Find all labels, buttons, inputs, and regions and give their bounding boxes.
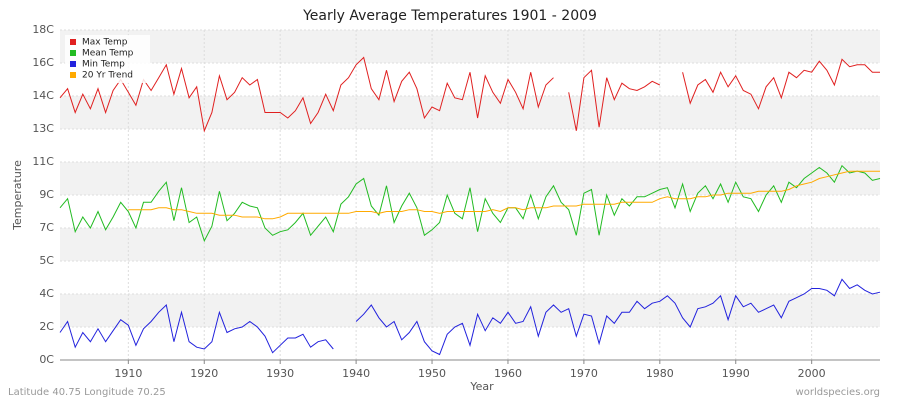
- y-tick-label: 13C: [32, 122, 54, 135]
- series-line: [59, 164, 881, 243]
- footer-left: Latitude 40.75 Longitude 70.25: [8, 387, 166, 398]
- y-tick-label: 18C: [32, 23, 54, 36]
- y-tick-label: 16C: [32, 56, 54, 69]
- legend-label: Min Temp: [82, 60, 125, 70]
- grid-band: [60, 228, 880, 261]
- legend-label: 20 Yr Trend: [82, 71, 133, 81]
- y-tick-label: 2C: [39, 320, 54, 333]
- x-tick-label: 1970: [570, 367, 598, 380]
- grid-band: [60, 294, 880, 327]
- x-tick-label: 1980: [646, 367, 674, 380]
- grid-band: [60, 30, 880, 63]
- legend-swatch: [70, 39, 76, 45]
- x-tick-label: 1940: [342, 367, 370, 380]
- x-tick-label: 2000: [798, 367, 826, 380]
- x-tick-label: 1930: [266, 367, 294, 380]
- y-tick-label: 7C: [39, 221, 54, 234]
- y-tick-label: 5C: [39, 254, 54, 267]
- footer-right: worldspecies.org: [796, 387, 880, 398]
- x-axis-label: Year: [469, 380, 494, 393]
- x-tick-label: 1920: [190, 367, 218, 380]
- legend-box: [65, 35, 150, 83]
- chart-title: Yearly Average Temperatures 1901 - 2009: [302, 8, 597, 24]
- legend-swatch: [70, 61, 76, 67]
- grid-band: [60, 96, 880, 129]
- y-tick-label: 14C: [32, 89, 54, 102]
- x-tick-label: 1990: [722, 367, 750, 380]
- y-axis-label: Temperature: [11, 160, 24, 231]
- x-tick-label: 1960: [494, 367, 522, 380]
- legend-swatch: [70, 72, 76, 78]
- y-tick-label: 11C: [32, 155, 54, 168]
- legend-label: Max Temp: [82, 38, 128, 48]
- series-line: [59, 278, 881, 356]
- x-tick-label: 1950: [418, 367, 446, 380]
- series-line: [59, 56, 880, 133]
- y-tick-label: 9C: [39, 188, 54, 201]
- legend-label: Mean Temp: [82, 49, 134, 59]
- x-tick-label: 1910: [114, 367, 142, 380]
- y-tick-label: 0C: [39, 353, 54, 366]
- y-tick-label: 4C: [39, 287, 54, 300]
- legend-swatch: [70, 50, 76, 56]
- series-line: [128, 170, 880, 220]
